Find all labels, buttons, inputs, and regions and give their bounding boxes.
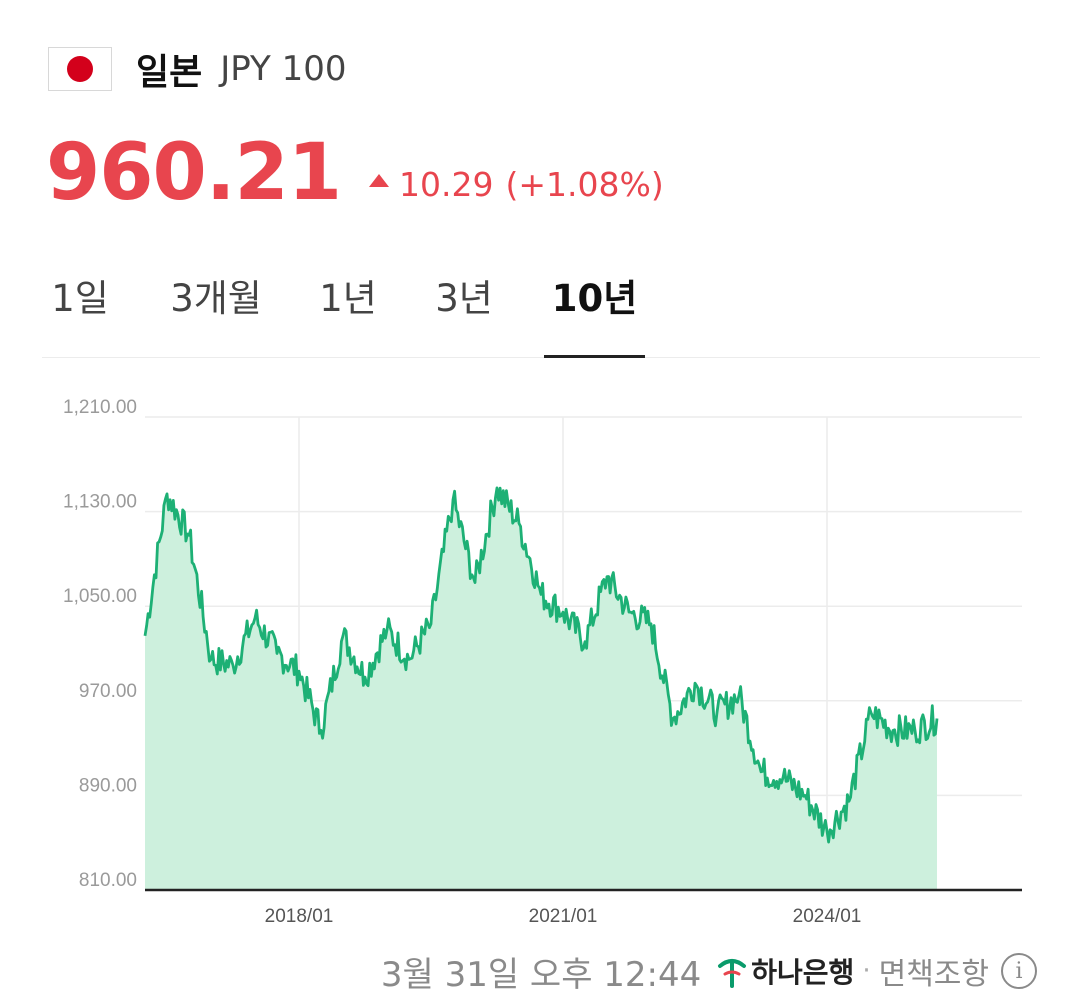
exchange-rate-chart: 1,210.00 1,130.00 1,050.00 970.00 890.00 810.…: [0, 380, 1079, 940]
currency-code: JPY 100: [220, 49, 347, 89]
tab-10y[interactable]: 10년: [544, 270, 645, 358]
y-tick-label: 890.00: [79, 775, 137, 796]
japan-flag-icon: [48, 47, 112, 91]
chart-footer: 3월 31일 오후 12:44 하나은행 · 면책조항 i: [380, 948, 1037, 995]
chart-svg: 1,210.00 1,130.00 1,050.00 970.00 890.00 810.…: [63, 397, 1022, 927]
series-area: [145, 487, 937, 890]
hana-bank-logo-icon: [718, 959, 747, 988]
x-tick-label: 2018/01: [265, 906, 334, 927]
info-icon[interactable]: i: [1001, 953, 1037, 989]
change-percent: (+1.08%): [505, 165, 664, 204]
country-name: 일본: [136, 52, 203, 93]
change-amount: 10.29: [399, 165, 494, 204]
y-tick-label: 970.00: [79, 681, 137, 702]
x-tick-label: 2024/01: [793, 906, 862, 927]
current-price: 960.21: [46, 128, 342, 218]
bank-logo: 하나은행: [717, 951, 854, 991]
currency-header: 일본 JPY 100: [48, 46, 347, 93]
price-change: 10.29 (+1.08%): [369, 165, 664, 204]
tab-3m[interactable]: 3개월: [170, 277, 262, 320]
period-tabs: 1일 3개월 1년 3년 10년: [42, 270, 1040, 358]
timestamp: 3월 31일 오후 12:44: [380, 954, 702, 995]
separator: ·: [862, 956, 871, 986]
tab-1d[interactable]: 1일: [51, 277, 109, 320]
quote-row: 960.21 10.29 (+1.08%): [46, 128, 664, 218]
tab-1y[interactable]: 1년: [319, 277, 377, 320]
x-tick-label: 2021/01: [529, 906, 598, 927]
y-tick-label: 1,050.00: [63, 586, 137, 607]
up-triangle-icon: [369, 174, 389, 187]
y-tick-label: 1,130.00: [63, 492, 137, 513]
series-line: [143, 486, 939, 844]
y-tick-label: 1,210.00: [63, 397, 137, 418]
bank-name: 하나은행: [751, 956, 855, 989]
y-tick-label: 810.00: [79, 870, 137, 891]
disclaimer-link[interactable]: 면책조항: [878, 957, 989, 992]
tab-3y[interactable]: 3년: [435, 277, 493, 320]
